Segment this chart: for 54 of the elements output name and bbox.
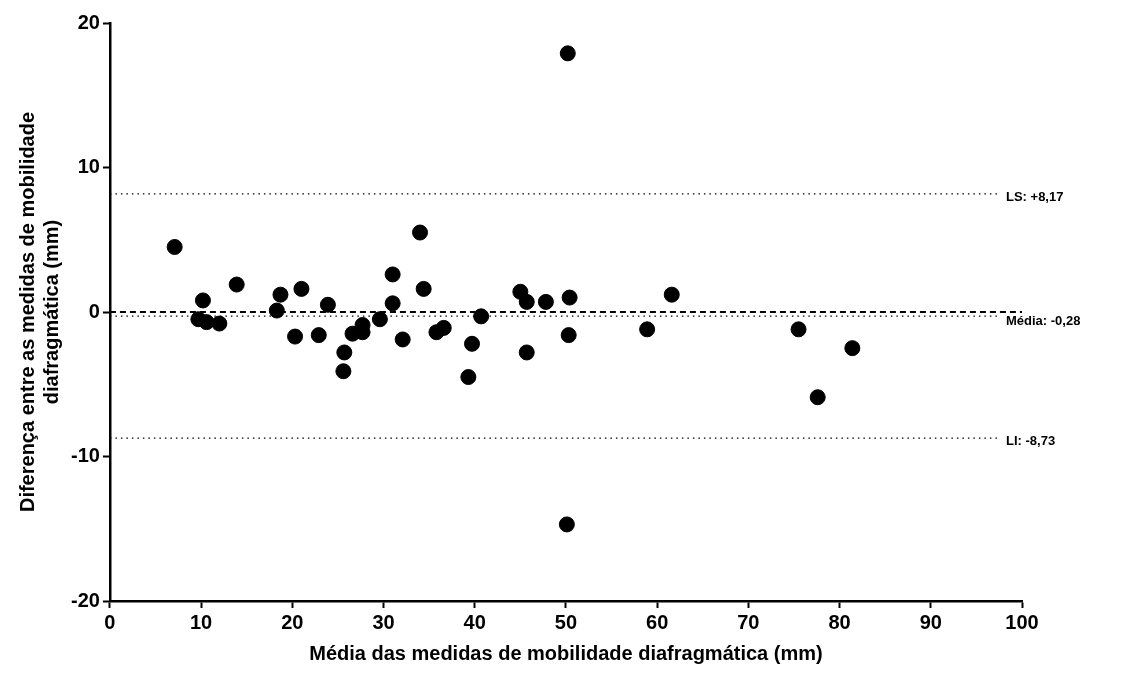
x-tick-label: 0 <box>104 610 116 633</box>
point <box>790 321 807 338</box>
point <box>384 295 401 312</box>
ref-line-label: LI: -8,73 <box>1006 432 1056 448</box>
x-tick-label: 10 <box>189 610 213 633</box>
point <box>335 363 352 380</box>
point <box>211 315 228 332</box>
point <box>809 389 826 406</box>
point <box>518 293 535 310</box>
x-tick-label: 40 <box>463 610 486 633</box>
point <box>561 289 578 306</box>
point <box>412 224 429 241</box>
y-tick-label: -10 <box>71 444 100 467</box>
point <box>537 293 554 310</box>
y-tick-label: 10 <box>77 155 100 178</box>
point <box>336 344 353 361</box>
point <box>663 286 680 303</box>
point <box>559 45 576 62</box>
point <box>558 516 575 533</box>
point <box>844 340 861 357</box>
point <box>473 308 490 325</box>
point <box>166 238 183 255</box>
ref-line-label: LS: +8,17 <box>1006 188 1064 204</box>
point <box>394 331 411 348</box>
x-tick-label: 70 <box>737 610 760 633</box>
x-tick-label: 60 <box>646 610 669 633</box>
point <box>435 319 452 336</box>
point <box>319 296 336 313</box>
point <box>384 266 401 283</box>
point <box>518 344 535 361</box>
y-axis-title: Diferença entre as medidas de mobilidade diafragmática (mm) <box>15 111 62 513</box>
point <box>310 327 327 344</box>
x-tick-label: 30 <box>372 610 395 633</box>
point <box>460 369 477 386</box>
point <box>293 280 310 297</box>
point <box>639 321 656 338</box>
x-tick-label: 20 <box>281 610 304 633</box>
point <box>415 280 432 297</box>
x-tick-label: 100 <box>1005 610 1039 633</box>
y-tick-label: -20 <box>71 588 100 611</box>
point <box>371 311 388 328</box>
x-tick-label: 90 <box>919 610 942 633</box>
y-tick-label: 20 <box>77 10 100 33</box>
x-tick-label: 80 <box>828 610 851 633</box>
x-axis-title: Média das medidas de mobilidade diafragmática (mm) <box>309 641 823 664</box>
point <box>228 276 245 293</box>
x-tick-label: 50 <box>554 610 578 633</box>
y-tick-label: 0 <box>88 299 100 322</box>
point <box>464 335 481 352</box>
point <box>194 292 211 309</box>
point <box>560 327 577 344</box>
ref-line-label: Média: -0,28 <box>1006 312 1081 328</box>
point <box>272 286 289 303</box>
point <box>287 328 304 345</box>
